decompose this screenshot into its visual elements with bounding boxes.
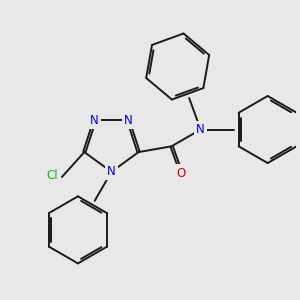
Text: N: N: [124, 114, 133, 127]
Text: N: N: [90, 114, 99, 127]
Text: N: N: [107, 165, 116, 178]
Text: Cl: Cl: [46, 169, 58, 182]
Text: O: O: [177, 167, 186, 180]
Text: N: N: [196, 123, 205, 136]
